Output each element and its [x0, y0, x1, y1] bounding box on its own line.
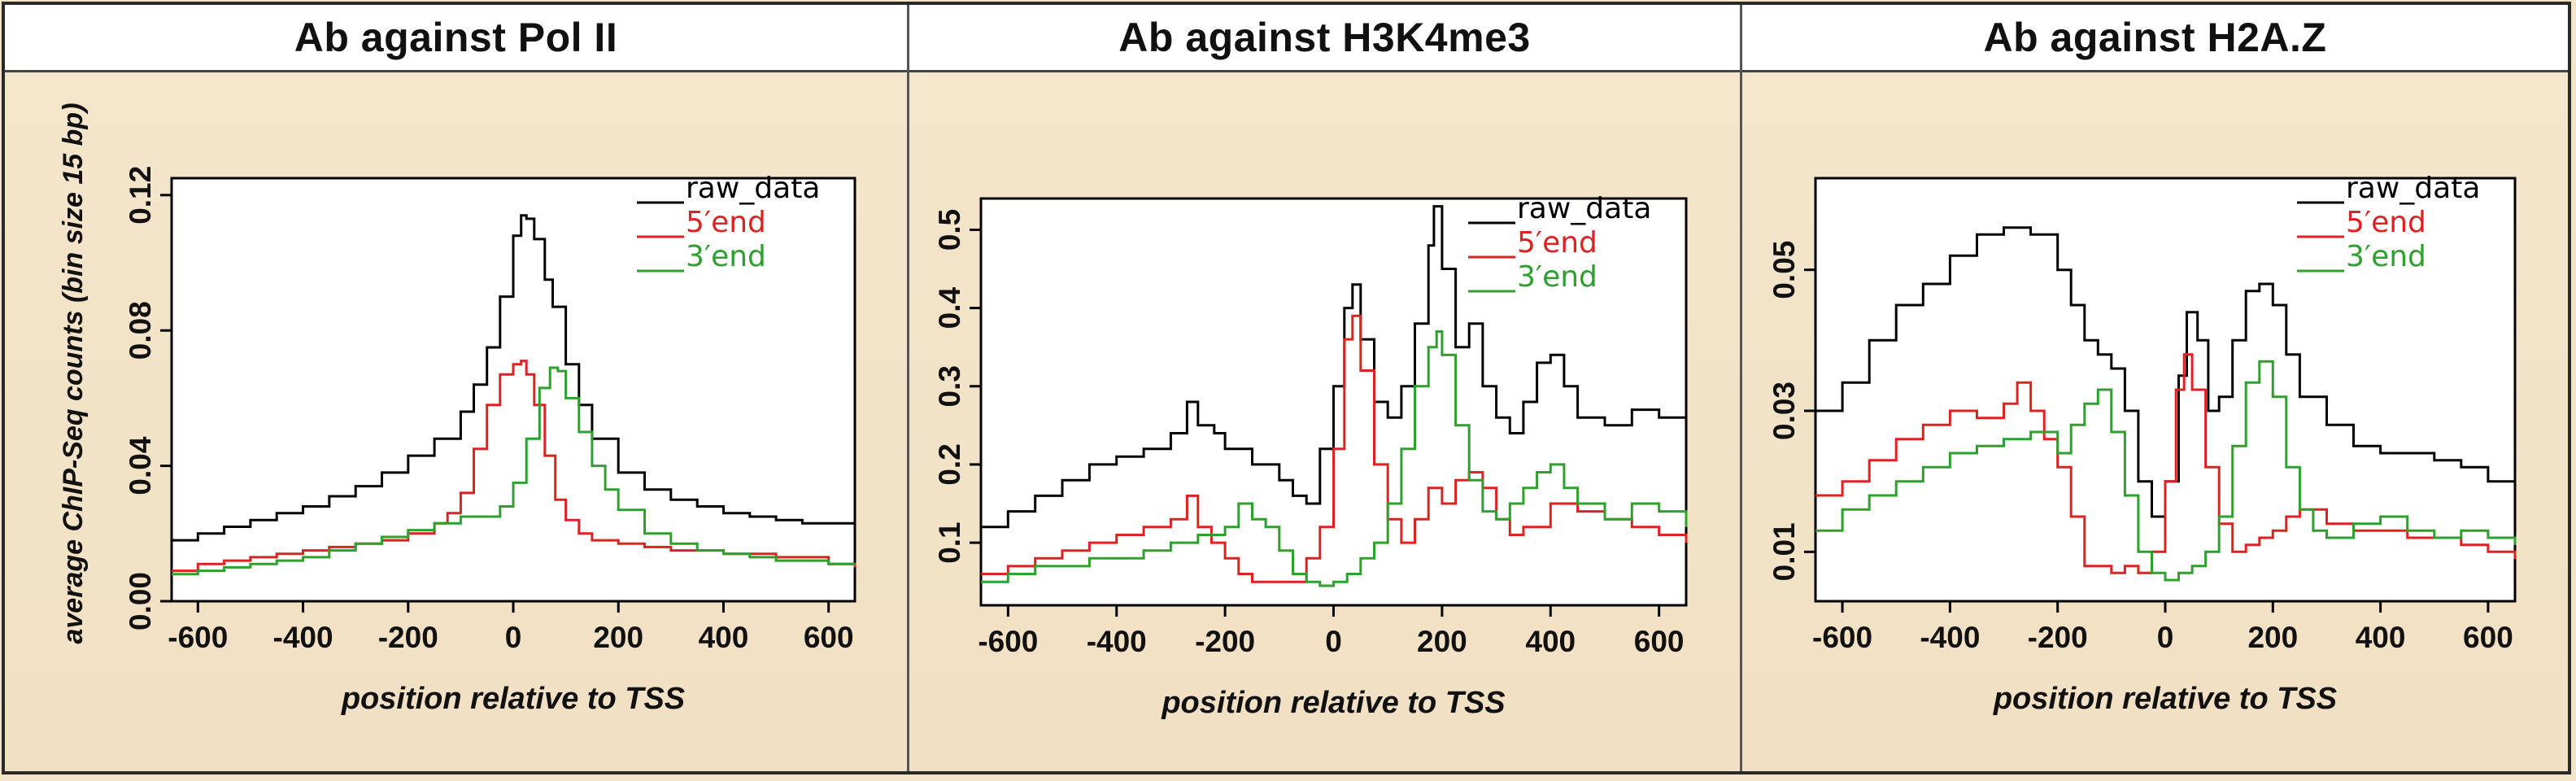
- y-tick-label: 0.5: [933, 209, 966, 251]
- x-tick-label: 600: [1634, 625, 1685, 658]
- series-line-3-end: [981, 330, 1688, 587]
- x-tick-label: 600: [804, 621, 854, 654]
- legend-label: 3′end: [1517, 260, 1597, 294]
- x-tick-label: 0: [1325, 625, 1342, 658]
- x-tick-label: 200: [2247, 621, 2298, 654]
- x-tick-label: 200: [593, 621, 643, 654]
- x-tick-label: -200: [1195, 625, 1255, 658]
- series-line-3-end: [1815, 360, 2517, 582]
- series-line-raw-data: [981, 205, 1688, 529]
- series-line-5-end: [172, 360, 856, 573]
- x-tick-label: -600: [168, 621, 228, 654]
- chart-pol-ii: average ChIP-Seq counts (bin size 15 bp)…: [58, 103, 856, 716]
- panel-h3k4me3: Ab against H3K4me3 -600 -400 -200 0 200 400 60…: [907, 5, 1740, 771]
- x-tick-label: 400: [699, 621, 749, 654]
- x-tick-label: 200: [1417, 625, 1467, 658]
- chart-h2a-z: -600 -400 -200 0 200 400 600 0.01 0.03 0.05 raw_da…: [1767, 172, 2517, 716]
- x-tick-label: 400: [2356, 621, 2406, 654]
- legend-label: raw_data: [2346, 172, 2480, 205]
- series-line-3-end: [172, 366, 855, 576]
- x-tick-label: -200: [2028, 621, 2088, 654]
- y-tick-label: 0.08: [124, 301, 157, 360]
- chart-h3k4me3: -600 -400 -200 0 200 400 600 0.1 0.2 0.3 0.4 0.5 raw…: [933, 192, 1688, 720]
- series-line-raw-data: [172, 214, 856, 542]
- x-tick-label: 0: [505, 621, 522, 654]
- panel-title: Ab against Pol II: [5, 5, 907, 72]
- panel-title: Ab against H3K4me3: [909, 5, 1740, 72]
- x-tick-label: -400: [1920, 621, 1980, 654]
- y-tick-label: 0.00: [124, 572, 157, 630]
- legend-label: 3′end: [686, 240, 766, 273]
- x-tick-label: -200: [378, 621, 438, 654]
- y-tick-label: 0.04: [124, 436, 157, 495]
- series-line-5-end: [1815, 353, 2517, 574]
- y-tick-label: 0.05: [1767, 241, 1801, 299]
- series-line-5-end: [981, 314, 1688, 583]
- panel-title: Ab against H2A.Z: [1742, 5, 2568, 72]
- x-axis-label: position relative to TSS: [341, 682, 685, 716]
- x-tick-label: -400: [1087, 625, 1147, 658]
- series-line-raw-data: [1815, 226, 2517, 518]
- legend-label: raw_data: [686, 172, 820, 205]
- y-tick-label: 0.4: [933, 286, 966, 329]
- x-axis-label: position relative to TSS: [1161, 686, 1505, 720]
- x-tick-label: -600: [978, 625, 1038, 658]
- x-tick-label: -600: [1812, 621, 1872, 654]
- legend-label: 5′end: [2346, 206, 2426, 239]
- y-tick-label: 0.12: [124, 166, 157, 225]
- legend-label: raw_data: [1517, 192, 1651, 225]
- x-tick-label: -400: [273, 621, 333, 654]
- x-tick-label: 400: [1525, 625, 1576, 658]
- x-axis-label: position relative to TSS: [1993, 682, 2337, 716]
- y-tick-label: 0.2: [933, 443, 966, 485]
- x-tick-label: 600: [2463, 621, 2513, 654]
- y-axis-label: average ChIP-Seq counts (bin size 15 bp): [58, 103, 89, 644]
- panel-pol-ii: Ab against Pol II average ChIP-Seq count…: [5, 5, 907, 771]
- y-tick-label: 0.01: [1767, 522, 1801, 581]
- x-tick-label: 0: [2157, 621, 2174, 654]
- y-tick-label: 0.03: [1767, 382, 1801, 440]
- panel-h2a-z: Ab against H2A.Z -600 -400 -200 0 200 400 600 0…: [1740, 5, 2568, 771]
- legend-label: 5′end: [1517, 226, 1597, 260]
- y-tick-label: 0.3: [933, 365, 966, 407]
- y-tick-label: 0.1: [933, 521, 966, 563]
- legend-label: 3′end: [2346, 240, 2426, 273]
- legend-label: 5′end: [686, 206, 766, 239]
